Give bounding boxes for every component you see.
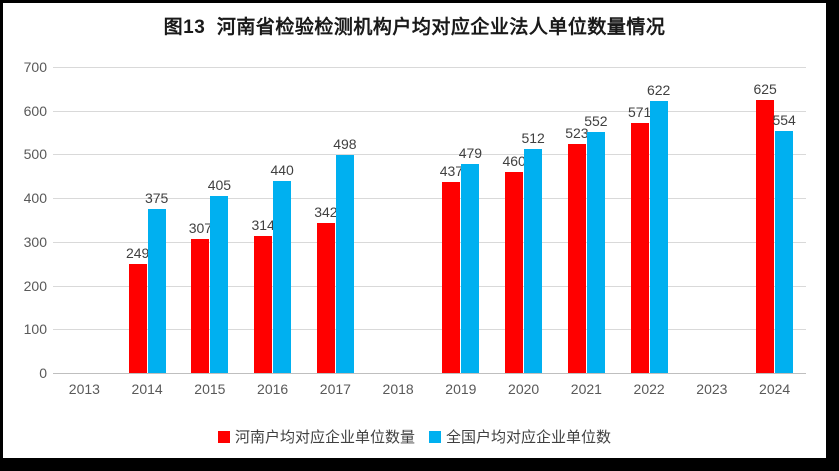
y-tick-label: 100 [23,321,47,338]
bar-national-2024 [775,130,794,373]
value-label-henan-2021: 523 [565,125,589,142]
x-tick-label-2013: 2013 [68,381,100,397]
bar-henan-2022 [630,123,649,373]
legend-swatch-national [429,430,441,443]
gridline [53,110,806,112]
legend: 河南户均对应企业单位数量 全国户均对应企业单位数 [3,426,826,447]
y-tick-label: 0 [39,365,47,381]
bar-henan-2014 [128,264,147,373]
x-tick-label-2023: 2023 [696,381,728,397]
gridline [53,198,806,200]
bar-henan-2016 [254,235,273,373]
gridline [53,241,806,243]
value-label-henan-2014: 249 [125,245,150,262]
bar-national-2022 [649,101,668,373]
gridline [53,285,806,287]
value-label-henan-2024: 625 [753,80,777,97]
value-label-national-2019: 479 [458,144,483,161]
bar-national-2017 [335,155,354,373]
value-label-henan-2015: 307 [188,219,213,236]
bar-national-2015 [210,195,229,373]
x-tick-label-2022: 2022 [633,381,665,397]
y-tick-label: 500 [23,146,47,163]
legend-item-national: 全国户均对应企业单位数 [429,426,611,447]
value-label-national-2017: 498 [333,136,357,153]
bar-henan-2017 [316,223,335,373]
y-tick-label: 300 [23,233,47,250]
gridline [53,154,806,156]
value-label-national-2022: 622 [646,82,671,99]
gridline [53,329,806,331]
value-label-henan-2017: 342 [314,204,338,221]
bar-henan-2015 [191,238,210,373]
x-tick-label-2014: 2014 [131,381,163,397]
value-label-henan-2022: 571 [627,104,652,121]
chart-panel: 图13 河南省检验检测机构户均对应企业法人单位数量情况 249 307 314 342… [3,3,826,458]
value-label-national-2020: 512 [521,130,545,147]
value-label-henan-2019: 437 [439,162,464,179]
x-tick-label-2021: 2021 [570,381,602,397]
gridline [53,67,806,68]
x-tick-label-2017: 2017 [319,381,351,397]
value-label-henan-2016: 314 [251,216,275,233]
legend-swatch-henan [217,430,230,443]
bar-national-2016 [273,180,292,373]
legend-label-national: 全国户均对应企业单位数 [446,429,612,446]
bar-henan-2021 [567,144,586,373]
y-tick-label: 200 [23,277,47,294]
bar-henan-2019 [442,181,461,373]
value-label-national-2016: 440 [270,161,294,178]
legend-label-henan: 河南户均对应企业单位数量 [234,429,415,446]
value-label-national-2015: 405 [207,176,232,193]
x-axis-line [53,373,806,374]
bar-national-2014 [147,209,166,373]
bar-henan-2020 [505,171,524,373]
x-tick-label-2019: 2019 [445,381,477,397]
value-label-national-2024: 554 [772,111,796,128]
chart-title: 图13 河南省检验检测机构户均对应企业法人单位数量情况 [163,17,666,38]
x-tick-label-2024: 2024 [759,381,791,397]
y-tick-label: 700 [23,59,47,75]
x-tick-label-2018: 2018 [382,381,414,397]
y-tick-label: 400 [23,190,47,207]
x-tick-label-2020: 2020 [508,381,540,397]
bar-national-2020 [524,149,543,373]
x-tick-label-2016: 2016 [257,381,289,397]
y-tick-label: 600 [23,102,47,119]
bar-national-2021 [586,131,605,373]
value-label-henan-2020: 460 [502,152,526,169]
legend-item-henan: 河南户均对应企业单位数量 [217,426,415,447]
plot-area: 249 307 314 342 437 460 523 571 625 375 405 440 498 4… [53,67,806,374]
value-label-national-2021: 552 [584,112,608,129]
bar-henan-2024 [756,99,775,373]
value-label-national-2014: 375 [144,190,169,207]
bar-national-2019 [461,163,480,373]
x-tick-label-2015: 2015 [194,381,226,397]
